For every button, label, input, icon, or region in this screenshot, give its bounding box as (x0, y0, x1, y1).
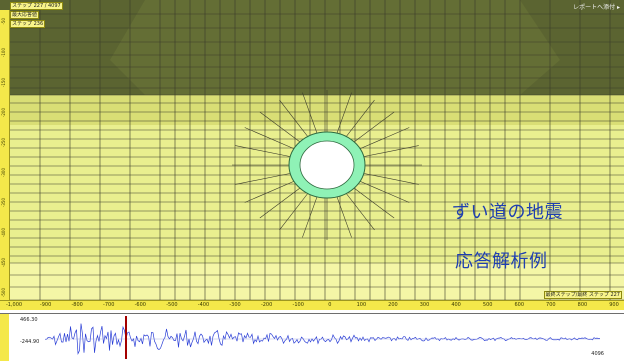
mesh-radial-line (357, 145, 419, 159)
vertical-ruler-tick: -450 (1, 258, 6, 268)
mesh-radial-line (354, 127, 410, 152)
caption-line-2: 応答解析例 (455, 251, 548, 272)
step-counter-tag: ステップ 227 / 4097 (10, 2, 63, 10)
horizontal-ruler-tick: -100 (292, 302, 304, 308)
horizontal-ruler-tick: 300 (419, 302, 430, 308)
horizontal-ruler-tick: 700 (546, 302, 556, 308)
mesh-radial-line (279, 189, 312, 231)
mesh-radial-line (302, 191, 320, 238)
mesh-radial-line (235, 171, 297, 185)
mesh-radial-line (349, 111, 395, 146)
horizontal-ruler-tick: -200 (260, 302, 273, 308)
horizontal-ruler-tick: -700 (103, 302, 115, 308)
mesh-radial-line (279, 99, 312, 141)
horizontal-ruler-tick: 400 (451, 302, 461, 308)
mesh-radial-line (244, 127, 300, 152)
waveform-ruler (0, 314, 9, 361)
mesh-radial-line (357, 171, 419, 185)
horizontal-ruler: -1,000 -900 -800 -700 -600 -500 -400 -300 -200 -1… (0, 300, 624, 310)
mesh-radial-line (342, 99, 375, 141)
mesh-radial-line (342, 189, 375, 231)
time-history-panel[interactable]: 466.30 -244.90 4096 (0, 313, 624, 361)
mesh-radial-line (244, 178, 300, 203)
vertical-ruler-tick: -150 (1, 78, 6, 88)
transition-layer (0, 95, 624, 125)
horizontal-ruler-tick: -800 (71, 302, 83, 308)
horizontal-ruler-tick: -1,000 (5, 302, 23, 308)
display-mode-tag: 最大応答値 (10, 11, 40, 19)
vertical-ruler-tick: -50 (1, 18, 6, 25)
vertical-ruler-tick: -200 (1, 108, 6, 118)
horizontal-ruler-tick: 800 (577, 302, 588, 308)
caption-line-1: ずい道の地震 (452, 202, 563, 223)
mesh-viewport[interactable]: -50 -100 -150 -200 -250 -300 -350 -400 -450 -500 … (0, 0, 624, 310)
mesh-radial-line (349, 184, 395, 219)
waveform-end-label: 4096 (591, 351, 604, 357)
horizontal-ruler-tick: -600 (134, 302, 146, 308)
mesh-radial-line (334, 92, 352, 139)
mesh-radial-line (334, 191, 352, 238)
horizontal-ruler-tick: 900 (609, 302, 619, 308)
mesh-radial-line (259, 111, 305, 146)
waveform-min-label: -244.90 (20, 339, 40, 345)
horizontal-ruler-tick: -500 (166, 302, 178, 308)
horizontal-ruler-tick: 200 (388, 302, 398, 308)
horizontal-ruler-tick: -400 (197, 302, 210, 308)
vertical-ruler-tick: -400 (1, 228, 6, 238)
vertical-ruler-tick: -100 (1, 48, 6, 58)
waveform-max-label: 466.30 (20, 317, 38, 323)
tunnel-opening (299, 140, 355, 190)
horizontal-ruler-tick: 500 (482, 302, 493, 308)
finite-element-mesh (0, 0, 624, 301)
last-step-tag: 最終ステップ/最終 ステップ 227 (543, 291, 622, 299)
horizontal-ruler-tick: 600 (514, 302, 525, 308)
waveform-trace (45, 323, 600, 355)
horizontal-ruler-tick: 0 (328, 302, 332, 308)
mesh-radial-line (302, 92, 320, 139)
vertical-ruler-tick: -350 (1, 198, 6, 208)
vertical-ruler-tick: -250 (1, 138, 6, 148)
mesh-radial-line (235, 145, 297, 159)
mesh-radial-line (259, 184, 305, 219)
acceleration-waveform (45, 316, 600, 359)
horizontal-ruler-tick: 100 (356, 302, 367, 308)
vertical-ruler: -50 -100 -150 -200 -250 -300 -350 -400 -450 -500 (0, 10, 10, 300)
horizontal-ruler-tick: -300 (229, 302, 241, 308)
mesh-radial-line (354, 178, 410, 203)
vertical-ruler-tick: -500 (1, 288, 6, 298)
report-attach-link[interactable]: レポートへ添付 ▸ (573, 4, 620, 11)
horizontal-ruler-tick: -900 (39, 302, 52, 308)
vertical-ruler-tick: -300 (1, 168, 6, 178)
step-small-tag: ステップ 236 (10, 20, 46, 28)
upper-excavation-zone (110, 0, 560, 95)
